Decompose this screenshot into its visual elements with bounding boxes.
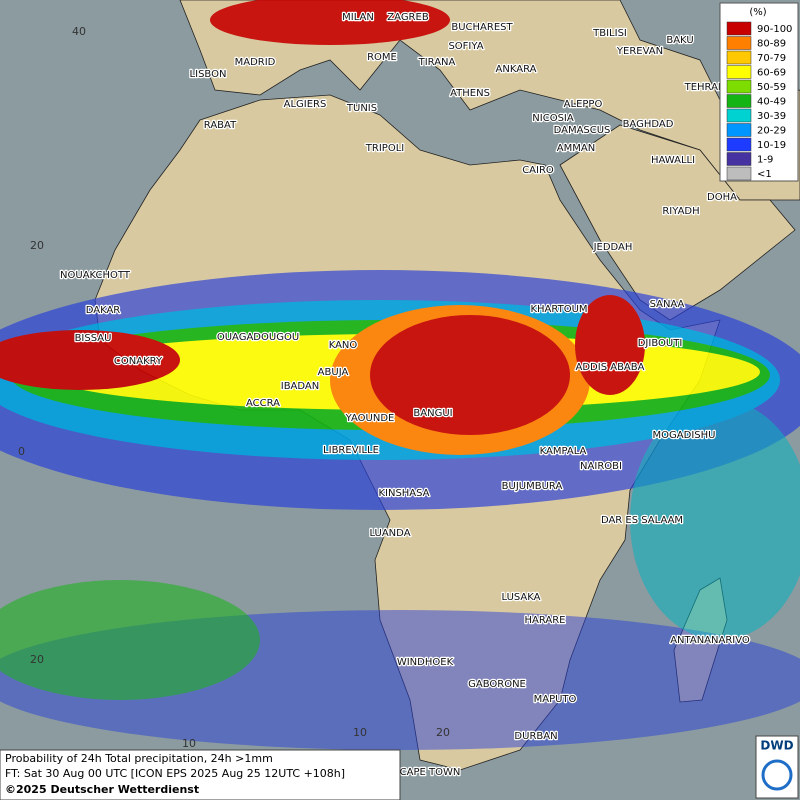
city-label: MILAN — [342, 12, 374, 23]
city-label: RABAT — [204, 120, 237, 131]
city-label: ANTANANARIVO — [670, 635, 750, 646]
logo: DWD — [760, 739, 793, 753]
city-label: CAPE TOWN — [400, 767, 461, 778]
legend-swatch — [726, 137, 752, 152]
legend-label: 20-29 — [757, 126, 786, 137]
city-label: AMMAN — [557, 143, 595, 154]
legend: (%) 90-100 80-89 70-79 60-69 50-59 40-49 30-39… — [719, 2, 799, 182]
city-label: BAKU — [666, 35, 693, 46]
city-label: CONAKRY — [114, 356, 163, 367]
city-label: GABORONE — [468, 679, 526, 690]
city-label: HAWALLI — [651, 155, 695, 166]
city-label: KHARTOUM — [530, 304, 587, 315]
city-label: TUNIS — [346, 103, 377, 114]
legend-swatch — [726, 108, 752, 123]
city-label: ANKARA — [496, 64, 537, 75]
legend-label: <1 — [757, 169, 772, 180]
city-label: WINDHOEK — [397, 657, 454, 668]
city-label: OUAGADOUGOU — [217, 332, 299, 343]
city-label: NICOSIA — [532, 113, 574, 124]
city-label: ZAGREB — [387, 12, 429, 23]
city-label: ABUJA — [318, 367, 349, 378]
footer-time: FT: Sat 30 Aug 00 UTC [ICON EPS 2025 Aug… — [5, 767, 345, 780]
city-label: DAMASCUS — [554, 125, 611, 136]
footer-box — [0, 749, 401, 800]
legend-swatch — [726, 36, 752, 50]
city-label: MAPUTO — [534, 694, 577, 705]
legend-label: 70-79 — [757, 53, 786, 64]
grid-label: 10 — [182, 737, 196, 750]
logo-icon — [761, 759, 793, 791]
legend-label: 10-19 — [757, 140, 786, 151]
city-label: YEREVAN — [616, 46, 663, 57]
city-label: LISBON — [190, 69, 227, 80]
legend-swatch — [726, 152, 752, 166]
grid-label: 40 — [72, 25, 86, 38]
city-label: SOFIYA — [448, 41, 483, 52]
city-label: BISSAU — [75, 333, 112, 344]
grid-label: 0 — [18, 445, 25, 458]
city-label: DOHA — [707, 192, 737, 203]
city-label: MADRID — [235, 57, 276, 68]
city-label: IBADAN — [281, 381, 320, 392]
city-label: NOUAKCHOTT — [60, 270, 131, 281]
city-label: MOGADISHU — [653, 430, 716, 441]
city-label: KANO — [329, 340, 358, 351]
legend-swatch — [726, 94, 752, 108]
legend-swatch — [726, 50, 752, 65]
grid-label: 10 — [353, 726, 367, 739]
legend-label: 30-39 — [757, 111, 786, 122]
city-label: ADDIS ABABA — [576, 362, 645, 373]
city-label: HARARE — [524, 615, 565, 626]
legend-swatch — [726, 21, 752, 36]
city-label: NAIROBI — [580, 461, 622, 472]
legend-label: 60-69 — [757, 68, 786, 79]
city-label: DAKAR — [86, 305, 121, 316]
legend-swatch — [726, 65, 752, 79]
city-label: TRIPOLI — [365, 143, 404, 154]
city-label: DAR ES SALAAM — [601, 515, 683, 526]
city-label: KINSHASA — [378, 488, 429, 499]
city-label: CAIRO — [522, 165, 554, 176]
legend-label: 1-9 — [757, 155, 773, 166]
city-label: LUANDA — [369, 528, 410, 539]
legend-unit: (%) — [749, 7, 766, 18]
city-label: ACCRA — [246, 398, 280, 409]
footer-copyright: ©2025 Deutscher Wetterdienst — [5, 783, 199, 796]
city-label: BUCHAREST — [451, 22, 513, 33]
legend-label: 50-59 — [757, 82, 786, 93]
city-label: DJIBOUTI — [638, 338, 683, 349]
grid-label: 20 — [30, 653, 44, 666]
city-label: ALEPPO — [564, 99, 603, 110]
legend-swatch — [726, 123, 752, 137]
legend-label: 80-89 — [757, 39, 786, 50]
city-label: LUSAKA — [502, 592, 541, 603]
city-label: JEDDAH — [593, 242, 633, 253]
legend-swatch — [726, 166, 752, 181]
city-label: TEHRAN — [684, 82, 726, 93]
city-label: BAGHDAD — [623, 119, 674, 130]
city-label: ATHENS — [450, 88, 490, 99]
city-label: ROME — [367, 52, 397, 63]
city-label: DURBAN — [514, 731, 557, 742]
grid-label: 20 — [30, 239, 44, 252]
legend-label: 90-100 — [757, 24, 792, 35]
city-label: ALGIERS — [284, 99, 327, 110]
legend-swatch — [726, 79, 752, 94]
city-label: KAMPALA — [540, 446, 587, 457]
grid-label: 20 — [436, 726, 450, 739]
city-label: BANGUI — [413, 408, 452, 419]
city-label: TBILISI — [592, 28, 627, 39]
city-label: BUJUMBURA — [502, 481, 563, 492]
footer-title: Probability of 24h Total precipitation, … — [5, 752, 273, 765]
precipitation — [0, 0, 800, 750]
legend-label: 40-49 — [757, 97, 786, 108]
city-label: RIYADH — [662, 206, 699, 217]
city-label: YAOUNDE — [345, 413, 395, 424]
city-label: TIRANA — [418, 57, 456, 68]
city-label: SANAA — [650, 299, 685, 310]
city-label: LIBREVILLE — [323, 445, 379, 456]
